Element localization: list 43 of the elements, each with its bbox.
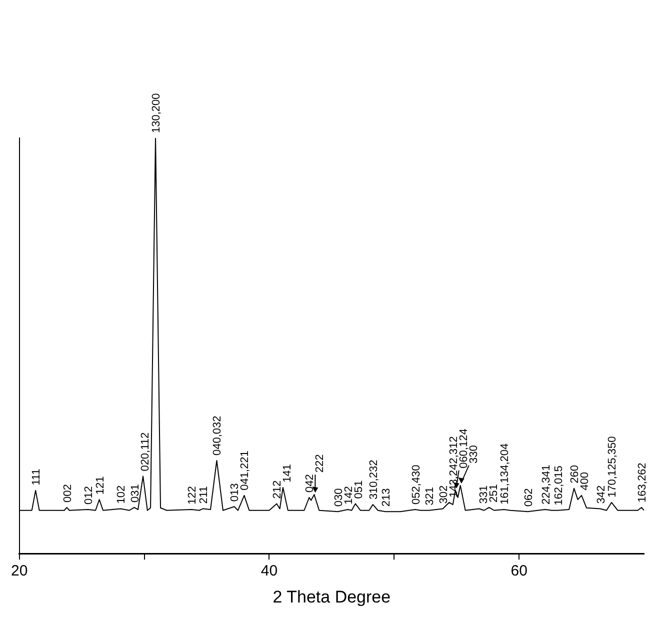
annotation: 142 (342, 486, 355, 505)
annotation: 051 (352, 480, 365, 499)
x-tick-label: 40 (260, 562, 278, 580)
annotation: 030 (332, 488, 345, 507)
annotation: 121 (94, 476, 106, 495)
annotation: 211 (198, 486, 210, 504)
annotation: 130,200 (150, 93, 163, 133)
annotation: 111 (30, 468, 43, 486)
annotation: 060,124 (458, 428, 470, 468)
annotation: 302 (438, 485, 450, 504)
annotation: 020,112 (139, 432, 152, 472)
x-tick-label: 20 (11, 562, 28, 580)
annotation: 042 (304, 474, 316, 492)
annotation: 031 (129, 484, 142, 502)
annotation: 143,242,312 (448, 436, 460, 498)
annotation: 330 (468, 445, 480, 464)
annotation: 260 (569, 464, 582, 484)
annotation: 321 (424, 487, 436, 506)
annotation: 141 (282, 464, 294, 483)
annotation: 163,262 (636, 462, 648, 502)
annotation: 342 (595, 485, 608, 504)
x-tick-label: 60 (510, 562, 528, 580)
annotation: 012 (83, 486, 96, 505)
annotation: 002 (62, 484, 74, 502)
annotation: 013 (229, 483, 242, 502)
annotation: 102 (116, 485, 128, 504)
annotation: 052,430 (410, 464, 422, 505)
annotation: 040,032 (212, 416, 224, 456)
annotation: 331 (478, 485, 490, 504)
annotation: 162,015 (552, 466, 565, 506)
annotation: 041,221 (239, 450, 252, 490)
annotation: 224,341 (540, 464, 552, 505)
annotation: 251 (488, 484, 500, 502)
annotation: 062 (522, 488, 535, 507)
annotation: 213 (380, 488, 392, 507)
annotation: 170,125,350 (606, 436, 619, 498)
annotation: 310,232 (368, 460, 380, 500)
x-axis-title: 2 Theta Degree (272, 587, 391, 606)
annotation: 212 (272, 480, 284, 499)
annotation: 122 (186, 486, 199, 505)
annotation: 161,134,204 (499, 443, 512, 505)
annotation: 222 (314, 454, 326, 473)
annotation: 400 (579, 472, 592, 490)
